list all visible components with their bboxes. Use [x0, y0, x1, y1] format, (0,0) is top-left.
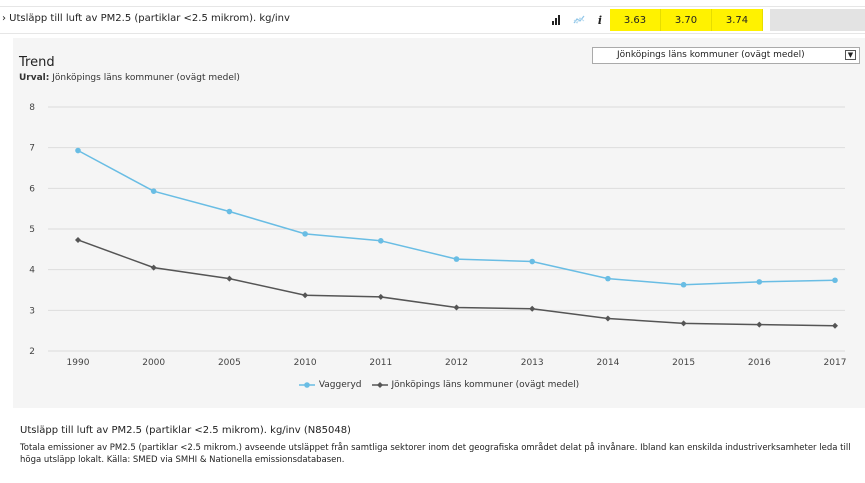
chevron-down-icon[interactable]: ▼ [845, 50, 856, 60]
x-tick-label: 2016 [748, 358, 771, 368]
series-line-0 [77, 149, 836, 286]
x-tick-label: 2012 [445, 358, 468, 368]
value-cell: 3.63 [610, 9, 661, 31]
value-cell: 3.74 [712, 9, 763, 31]
selection-label: Urval: Jönköpings läns kommuner (ovägt m… [19, 73, 240, 83]
data-point [605, 275, 611, 282]
description-text: Totala emissioner av PM2.5 (partiklar <2… [20, 443, 851, 465]
legend-label: Jönköpings läns kommuner (ovägt medel) [391, 380, 580, 390]
data-point [756, 321, 763, 328]
data-point [453, 256, 460, 262]
x-tick-label: 2010 [294, 358, 317, 368]
x-tick-label: 2015 [672, 358, 695, 368]
data-point [150, 188, 157, 194]
data-point [302, 231, 308, 237]
description-title: Utsläpp till luft av PM2.5 (partiklar <2… [20, 425, 351, 436]
data-point [377, 293, 384, 300]
x-tick-label: 2005 [218, 358, 241, 368]
x-tick-label: 2000 [142, 358, 165, 368]
x-tick-label: 2017 [824, 358, 847, 368]
data-point [529, 305, 536, 312]
indicator-title[interactable]: › Utsläpp till luft av PM2.5 (partiklar … [2, 13, 290, 24]
x-tick-label: 2014 [596, 358, 619, 368]
data-point [226, 275, 233, 282]
data-point [832, 277, 838, 284]
data-point [150, 264, 157, 271]
y-tick-label: 2 [29, 347, 35, 357]
legend-item[interactable]: Jönköpings läns kommuner (ovägt medel) [371, 380, 580, 390]
value-cell: 3.70 [661, 9, 712, 31]
y-tick-label: 8 [29, 103, 35, 113]
trend-panel: Trend Urval: Jönköpings läns kommuner (o… [13, 38, 865, 408]
data-point [453, 304, 460, 311]
bar-chart-icon[interactable] [547, 11, 565, 29]
y-tick-label: 6 [29, 184, 35, 194]
trend-chart: 2 3 4 5 6 7 8 1990 2000 2005 2010 2011 2012 2013 2014 2… [29, 103, 847, 368]
line-chart-icon[interactable] [570, 11, 588, 29]
data-point [75, 236, 81, 243]
data-point [302, 292, 309, 299]
selection-label-value: Jönköpings läns kommuner (ovägt medel) [52, 73, 240, 83]
x-tick-label: 2011 [369, 358, 392, 368]
data-point [680, 281, 687, 288]
info-icon[interactable]: i [597, 13, 603, 27]
data-point [680, 320, 687, 327]
data-point [832, 322, 838, 329]
x-tick-label: 1990 [67, 358, 90, 368]
y-tick-label: 4 [29, 266, 35, 276]
data-point [604, 315, 611, 322]
y-tick-label: 7 [29, 144, 35, 154]
empty-value-cell [770, 9, 865, 31]
x-tick-label: 2013 [521, 358, 544, 368]
comparison-select[interactable]: Jönköpings läns kommuner (ovägt medel) ▼ [592, 47, 860, 64]
selection-label-key: Urval: [19, 73, 50, 83]
data-point [378, 237, 384, 244]
y-tick-label: 3 [29, 306, 35, 316]
comparison-select-value: Jönköpings läns kommuner (ovägt medel) [617, 50, 805, 60]
panel-title: Trend [19, 55, 55, 70]
chart-legend: Vaggeryd Jönköpings läns kommuner (ovägt … [13, 380, 865, 392]
legend-item[interactable]: Vaggeryd [298, 380, 362, 390]
data-point [756, 279, 763, 285]
data-point [75, 147, 81, 154]
legend-swatch [371, 382, 388, 388]
legend-swatch [298, 382, 315, 388]
y-tick-label: 5 [29, 225, 35, 235]
data-point [529, 258, 535, 265]
legend-label: Vaggeryd [318, 380, 362, 390]
data-point [226, 208, 233, 215]
indicator-header: › Utsläpp till luft av PM2.5 (partiklar … [0, 6, 865, 34]
